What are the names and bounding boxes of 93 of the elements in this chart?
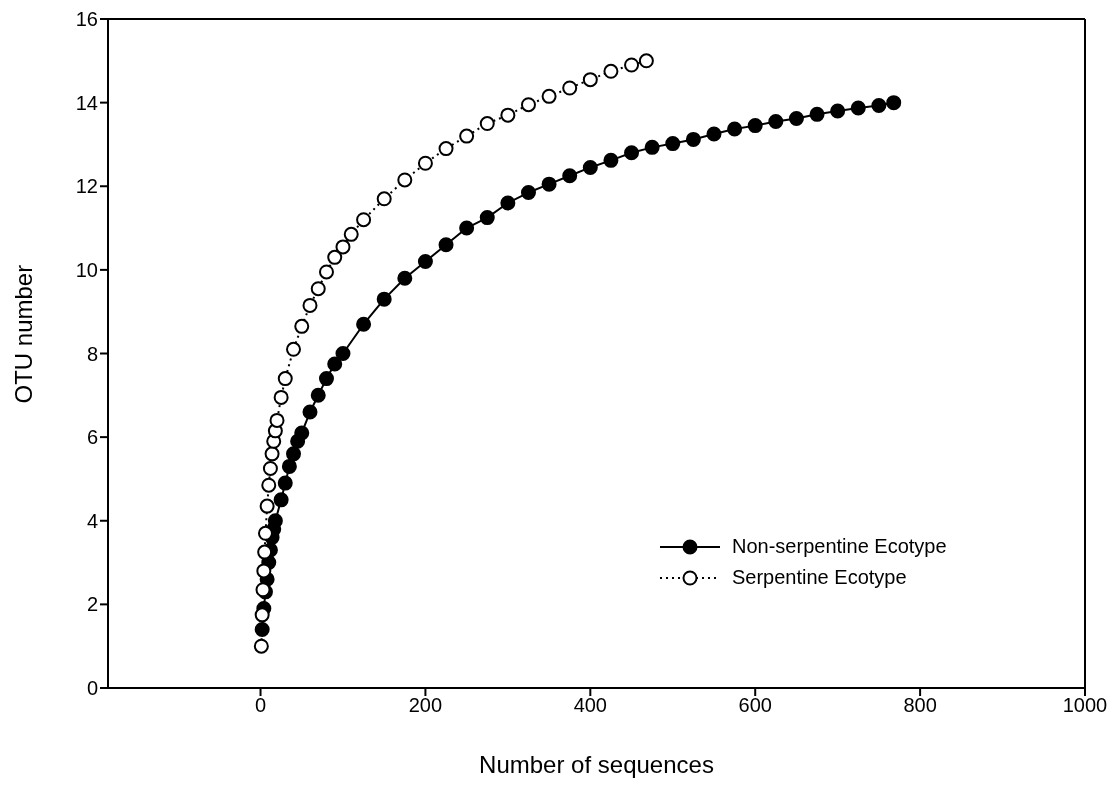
point — [262, 460, 278, 476]
point — [254, 607, 270, 623]
point — [256, 563, 272, 579]
legend-label: Serpentine Ecotype — [732, 566, 907, 589]
point — [809, 106, 825, 122]
point — [644, 139, 660, 155]
point — [259, 498, 275, 514]
point — [706, 126, 722, 142]
point — [541, 176, 557, 192]
point — [310, 281, 326, 297]
point — [500, 195, 516, 211]
x-tick-label: 1000 — [1062, 694, 1108, 717]
point — [335, 239, 351, 255]
point — [624, 57, 640, 73]
point — [479, 210, 495, 226]
point — [479, 116, 495, 132]
point — [254, 621, 270, 637]
x-tick-label: 800 — [903, 694, 937, 717]
point — [886, 95, 902, 111]
point — [356, 316, 372, 332]
y-tick-label: 10 — [75, 258, 98, 281]
point — [747, 118, 763, 134]
point — [327, 356, 343, 372]
point — [376, 291, 392, 307]
y-tick-label: 12 — [75, 175, 98, 198]
point — [830, 103, 846, 119]
point — [850, 100, 866, 116]
point — [286, 341, 302, 357]
point — [277, 371, 293, 387]
y-tick-label: 0 — [86, 677, 98, 700]
point — [685, 131, 701, 147]
point — [520, 97, 536, 113]
point — [273, 389, 289, 405]
point — [257, 525, 273, 541]
point — [417, 155, 433, 171]
x-tick-label: 0 — [254, 694, 267, 717]
point — [327, 249, 343, 265]
point — [310, 387, 326, 403]
point — [459, 128, 475, 144]
point — [261, 477, 277, 493]
point — [302, 297, 318, 313]
point — [264, 446, 280, 462]
x-tick-label: 400 — [573, 694, 607, 717]
point — [788, 111, 804, 127]
point — [562, 168, 578, 184]
point — [257, 544, 273, 560]
point — [871, 98, 887, 114]
point — [267, 513, 283, 529]
point — [277, 475, 293, 491]
y-axis-title: OTU number — [9, 264, 37, 404]
point — [624, 145, 640, 161]
y-tick-label: 2 — [86, 593, 98, 616]
y-tick-label: 8 — [86, 342, 98, 365]
point — [603, 152, 619, 168]
point — [768, 113, 784, 129]
point — [417, 254, 433, 270]
y-tick-label: 16 — [75, 8, 98, 31]
point — [335, 346, 351, 361]
point — [318, 264, 334, 280]
point — [438, 141, 454, 157]
point — [665, 136, 681, 152]
point — [459, 220, 475, 236]
y-tick-label: 6 — [86, 426, 98, 449]
point — [397, 270, 413, 286]
point — [582, 159, 598, 175]
x-axis-title: Number of sequences — [479, 751, 714, 778]
point — [294, 318, 310, 334]
x-tick-label: 600 — [738, 694, 772, 717]
point — [520, 185, 536, 201]
point — [582, 72, 598, 88]
point — [397, 172, 413, 188]
point — [318, 371, 334, 387]
point — [286, 446, 302, 462]
point — [638, 53, 654, 69]
point — [281, 458, 297, 474]
point — [356, 212, 372, 228]
point — [253, 638, 269, 654]
point — [500, 107, 516, 123]
point — [541, 88, 557, 104]
legend-label: Non-serpentine Ecotype — [732, 535, 947, 558]
point — [603, 63, 619, 79]
y-tick-label: 14 — [75, 91, 98, 114]
x-tick-label: 200 — [408, 694, 443, 717]
point — [273, 492, 289, 508]
point — [562, 80, 578, 96]
point — [269, 412, 285, 428]
point — [438, 237, 454, 253]
point — [302, 404, 318, 420]
point — [343, 226, 359, 242]
y-tick-label: 4 — [86, 509, 98, 532]
point — [727, 121, 743, 137]
point — [294, 425, 310, 441]
point — [376, 191, 392, 207]
